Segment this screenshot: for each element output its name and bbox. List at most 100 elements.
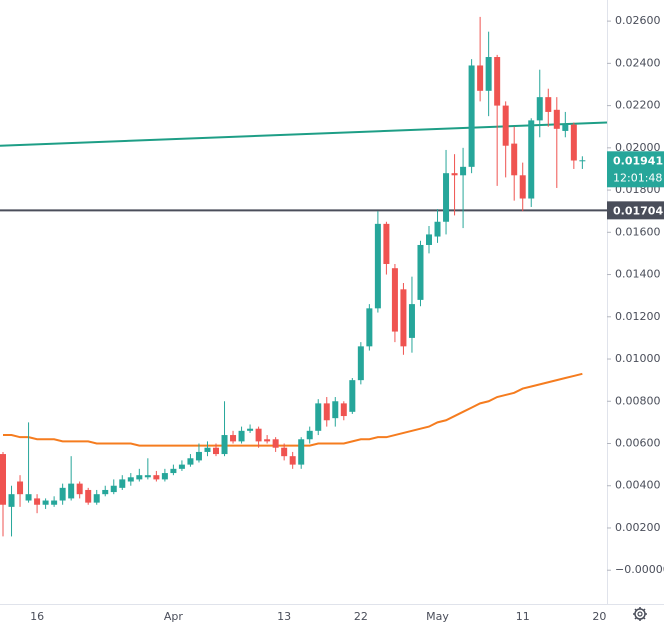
- candle: [443, 149, 450, 235]
- candle-body: [170, 468, 177, 474]
- candle: [195, 443, 202, 463]
- candle-body: [25, 494, 32, 501]
- candle: [391, 263, 398, 343]
- candle-body: [374, 223, 381, 309]
- candle: [579, 156, 586, 169]
- candle-body: [332, 401, 339, 419]
- x-tick-label: 13: [277, 610, 291, 623]
- gear-teeth: [633, 607, 647, 621]
- x-tick-label: May: [426, 610, 449, 623]
- x-tick-label: 20: [592, 610, 606, 623]
- candle: [144, 458, 151, 480]
- candle: [315, 399, 322, 436]
- x-tick-label: 22: [354, 610, 368, 623]
- candle-body: [570, 124, 577, 161]
- candle: [34, 494, 41, 514]
- candle-body: [323, 403, 330, 421]
- candle: [102, 485, 109, 497]
- candle-body: [281, 447, 288, 457]
- candle-body: [8, 494, 15, 507]
- candle: [153, 470, 160, 482]
- candle: [519, 162, 526, 212]
- candle: [213, 443, 219, 457]
- candle-body: [144, 475, 151, 478]
- candle-body: [17, 481, 24, 495]
- candle: [511, 126, 518, 201]
- candle: [536, 69, 543, 138]
- candle-body: [460, 166, 467, 176]
- candle: [272, 437, 279, 452]
- candle-body: [178, 464, 185, 469]
- y-tick-label: 0.01000: [615, 352, 661, 365]
- candle-body: [519, 175, 526, 199]
- candle: [238, 426, 245, 444]
- candle-body: [195, 451, 202, 461]
- candle: [0, 451, 6, 537]
- candle: [264, 435, 271, 444]
- candle: [340, 401, 347, 421]
- candle: [400, 282, 407, 355]
- candle: [17, 475, 24, 507]
- candle-body: [110, 485, 117, 493]
- candle: [59, 483, 66, 505]
- candle-body: [468, 65, 475, 167]
- candle-body: [340, 403, 347, 417]
- candle: [178, 460, 185, 471]
- candle: [323, 397, 330, 427]
- candle-body: [366, 308, 373, 347]
- candle: [93, 489, 100, 505]
- candle-body: [247, 428, 254, 431]
- y-tick-label: 0.00600: [615, 436, 661, 449]
- candle-body: [553, 109, 560, 129]
- candle: [127, 473, 134, 486]
- candle: [204, 441, 211, 457]
- y-tick-label: 0.00800: [615, 394, 661, 407]
- candle: [298, 437, 305, 469]
- candle-body: [306, 430, 313, 440]
- candle-body: [494, 57, 501, 106]
- candle-body: [161, 473, 168, 480]
- candle-body: [545, 97, 552, 112]
- y-tick-label: 0.01600: [615, 225, 661, 238]
- candle: [502, 101, 509, 178]
- candle: [306, 426, 313, 444]
- candle-body: [400, 289, 407, 347]
- candle-body: [562, 124, 569, 131]
- candle: [42, 498, 49, 509]
- candle: [289, 451, 296, 469]
- y-tick-label: 0.00200: [615, 521, 661, 534]
- candle-body: [153, 475, 160, 480]
- candle-body: [76, 483, 83, 495]
- plot-area: [0, 16, 608, 537]
- candle-body: [85, 489, 92, 503]
- candle-body: [204, 447, 211, 452]
- candle-body: [34, 498, 41, 505]
- countdown-label: 12:01:48: [613, 171, 662, 184]
- candle: [25, 422, 32, 503]
- candle-body: [443, 173, 450, 222]
- candle-body: [434, 221, 441, 237]
- candle: [230, 430, 237, 444]
- settings-icon[interactable]: [633, 607, 647, 621]
- candle: [545, 88, 552, 127]
- candle: [434, 209, 441, 243]
- candle: [570, 122, 577, 169]
- candle-body: [417, 244, 424, 300]
- y-tick-label: 0.01400: [615, 268, 661, 281]
- candle: [417, 240, 424, 307]
- candle: [485, 31, 492, 117]
- candle-body: [502, 105, 509, 146]
- candle: [468, 59, 475, 174]
- candle-body: [357, 346, 364, 381]
- price-line-label-box: [607, 201, 664, 220]
- candle-body: [127, 477, 134, 482]
- candle: [383, 221, 390, 275]
- candle: [170, 464, 177, 476]
- candle: [553, 97, 560, 188]
- candle-body: [59, 487, 66, 501]
- candle: [426, 225, 432, 254]
- candle-body: [119, 479, 126, 488]
- candle: [247, 424, 254, 433]
